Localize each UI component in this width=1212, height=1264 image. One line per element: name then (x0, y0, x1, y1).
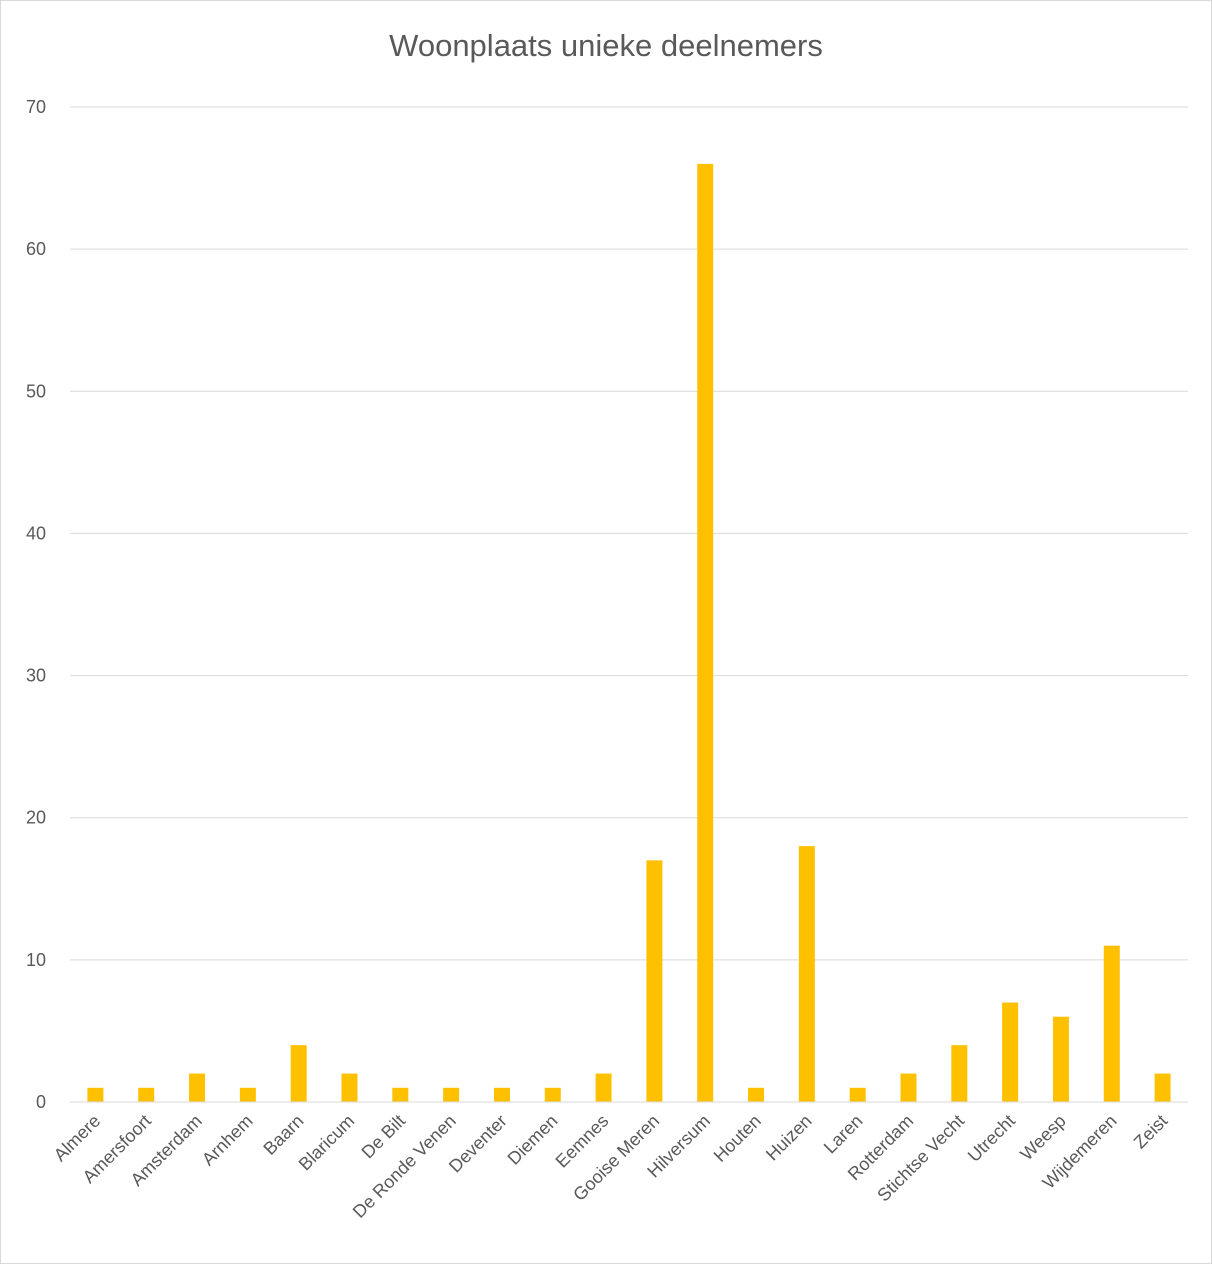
bar-weesp (1052, 1016, 1069, 1102)
y-tick-label: 0 (36, 1092, 46, 1112)
bar-baarn (290, 1045, 307, 1102)
x-tick-label: Laren (820, 1111, 867, 1158)
bar-wijdemeren (1103, 945, 1120, 1102)
bar-de-bilt (392, 1087, 409, 1102)
y-tick-label: 60 (26, 239, 46, 259)
bar-gooise-meren (646, 860, 663, 1102)
bar-zeist (1154, 1073, 1171, 1102)
x-tick-label: Zeist (1130, 1111, 1172, 1153)
y-tick-label: 70 (26, 97, 46, 117)
x-tick-label: Blaricum (295, 1111, 359, 1175)
bar-hilversum (697, 163, 714, 1102)
x-tick-label: Utrecht (964, 1111, 1019, 1166)
bar-huizen (798, 846, 815, 1102)
bar-almere (87, 1087, 104, 1102)
bar-blaricum (341, 1073, 358, 1102)
bar-diemen (544, 1087, 561, 1102)
x-tick-label: Baarn (259, 1111, 307, 1159)
bar-amersfoort (138, 1087, 155, 1102)
x-tick-label: Arnhem (198, 1111, 257, 1170)
y-tick-label: 50 (26, 381, 46, 401)
chart-title: Woonplaats unieke deelnemers (389, 28, 823, 63)
bar-arnhem (239, 1087, 256, 1102)
bar-houten (748, 1087, 765, 1102)
bar-stichtse-vecht (951, 1045, 968, 1102)
y-axis-ticks: 0 10 20 30 40 50 60 70 (26, 97, 46, 1112)
y-tick-label: 40 (26, 523, 46, 543)
bar-eemnes (595, 1073, 612, 1102)
x-tick-label: Stichtse Vecht (873, 1111, 968, 1206)
bar-deventer (493, 1087, 510, 1102)
bar-amsterdam (189, 1073, 206, 1102)
x-tick-label: Houten (710, 1111, 765, 1166)
bar-utrecht (1002, 1002, 1019, 1102)
bar-rotterdam (900, 1073, 917, 1102)
x-tick-label: Huizen (762, 1111, 816, 1165)
y-tick-label: 30 (26, 666, 46, 686)
bars (87, 163, 1171, 1102)
y-tick-label: 20 (26, 808, 46, 828)
y-tick-label: 10 (26, 950, 46, 970)
bar-de-ronde-venen (443, 1087, 460, 1102)
bar-laren (849, 1087, 866, 1102)
gridlines (70, 106, 1188, 961)
